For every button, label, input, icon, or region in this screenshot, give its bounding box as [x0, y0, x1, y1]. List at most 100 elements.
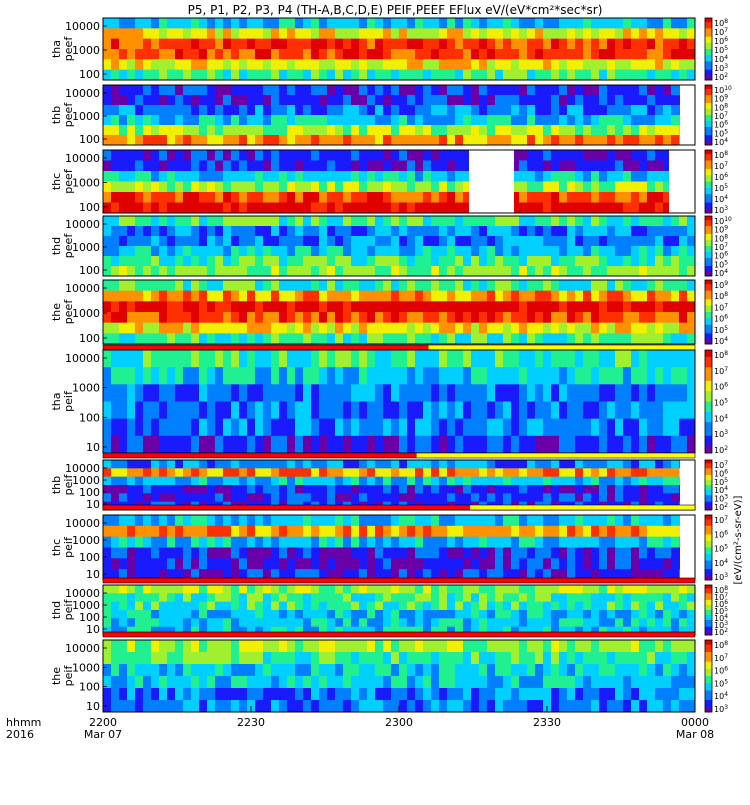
spectrogram-cell: [279, 95, 288, 106]
spectrogram-cell: [519, 59, 528, 71]
spectrogram-cell: [103, 85, 112, 96]
spectrogram-cell: [239, 95, 248, 106]
spectrogram-cell: [471, 435, 480, 454]
spectrogram-cell: [191, 333, 200, 345]
spectrogram-cell: [263, 160, 272, 172]
spectrogram-cell: [663, 246, 672, 257]
colorbar-segment: [705, 314, 712, 317]
spectrogram-cell: [343, 28, 352, 40]
spectrogram-cell: [463, 460, 472, 469]
colorbar-segment: [705, 208, 712, 212]
spectrogram-cell: [559, 468, 568, 478]
spectrogram-cell: [487, 236, 496, 247]
spectrogram-cell: [687, 69, 696, 81]
colorbar-segment: [705, 232, 712, 235]
spectrogram-cell: [319, 256, 328, 267]
spectrogram-cell: [599, 435, 608, 454]
spectrogram-cell: [479, 664, 488, 677]
colorbar-segment: [705, 598, 712, 601]
spectrogram-cell: [191, 618, 200, 628]
spectrogram-cell: [391, 493, 400, 503]
spectrogram-cell: [207, 216, 216, 227]
spectrogram-cell: [279, 115, 288, 126]
spectrogram-cell: [231, 558, 240, 570]
spectrogram-cell: [575, 246, 584, 257]
spectrogram-cell: [559, 350, 568, 368]
spectrogram-cell: [327, 652, 336, 665]
spectrogram-cell: [359, 493, 368, 503]
spectrogram-cell: [607, 216, 616, 227]
spectrogram-cell: [495, 547, 504, 559]
spectrogram-cell: [279, 125, 288, 136]
spectrogram-cell: [591, 569, 600, 581]
spectrogram-cell: [647, 216, 656, 227]
spectrogram-cell: [191, 460, 200, 469]
spectrogram-cell: [431, 468, 440, 478]
spectrogram-cell: [215, 593, 224, 603]
spectrogram-cell: [343, 105, 352, 116]
spectrogram-cell: [383, 384, 392, 402]
spectrogram-cell: [375, 652, 384, 665]
spectrogram-cell: [479, 301, 488, 313]
spectrogram-cell: [183, 290, 192, 302]
spectrogram-cell: [151, 593, 160, 603]
spectrogram-cell: [263, 290, 272, 302]
spectrogram-cell: [583, 558, 592, 570]
spectrogram-cell: [559, 95, 568, 106]
spectrogram-cell: [255, 135, 264, 146]
spectrogram-cell: [439, 476, 448, 486]
y-tick-label: 1000: [72, 110, 100, 123]
spectrogram-cell: [215, 202, 224, 214]
spectrogram-cell: [263, 525, 272, 538]
spectrogram-cell: [495, 401, 504, 420]
spectrogram-cell: [503, 626, 512, 636]
spectrogram-cell: [231, 18, 240, 29]
spectrogram-cell: [535, 676, 544, 689]
spectrogram-cell: [335, 700, 344, 713]
spectrogram-cell: [271, 688, 280, 701]
spectrogram-cell: [143, 301, 152, 313]
spectrogram-cell: [295, 236, 304, 247]
spectrogram-cell: [311, 280, 320, 292]
spectrogram-cell: [287, 115, 296, 126]
spectrogram-cell: [111, 485, 120, 494]
spectrogram-cell: [399, 585, 408, 594]
spectrogram-cell: [111, 216, 120, 227]
spectrogram-cell: [151, 569, 160, 581]
spectrogram-cell: [343, 401, 352, 420]
spectrogram-cell: [327, 226, 336, 237]
spectrogram-cell: [255, 515, 264, 527]
colorbar-segment: [705, 105, 712, 108]
spectrogram-cell: [239, 476, 248, 486]
spectrogram-cell: [487, 593, 496, 603]
spectrogram-cell: [575, 49, 584, 60]
spectrogram-cell: [599, 105, 608, 116]
y-tick-label: 100: [79, 332, 100, 345]
spectrogram-cell: [287, 367, 296, 385]
spectrogram-cell: [111, 585, 120, 594]
spectrogram-cell: [199, 536, 208, 548]
spectrogram-cell: [143, 640, 152, 653]
spectrogram-cell: [535, 125, 544, 136]
spectrogram-cell: [263, 515, 272, 527]
spectrogram-cell: [103, 585, 112, 594]
spectrogram-cell: [567, 401, 576, 420]
spectrogram-cell: [519, 290, 528, 302]
spectrogram-cell: [239, 525, 248, 538]
spectrogram-cell: [567, 626, 576, 636]
spectrogram-cell: [383, 18, 392, 29]
colorbar-segment: [705, 284, 712, 287]
spectrogram-cell: [143, 181, 152, 193]
spectrogram-cell: [583, 266, 592, 277]
spectrogram-cell: [351, 569, 360, 581]
spectrogram-cell: [599, 160, 608, 172]
spectrogram-cell: [199, 435, 208, 454]
spectrogram-cell: [455, 460, 464, 469]
spectrogram-cell: [343, 476, 352, 486]
spectrogram-cell: [687, 350, 696, 368]
colorbar-segment: [705, 127, 712, 130]
spectrogram-cell: [607, 536, 616, 548]
spectrogram-cell: [479, 485, 488, 494]
colorbar-segment: [705, 564, 712, 568]
spectrogram-cell: [623, 322, 632, 334]
